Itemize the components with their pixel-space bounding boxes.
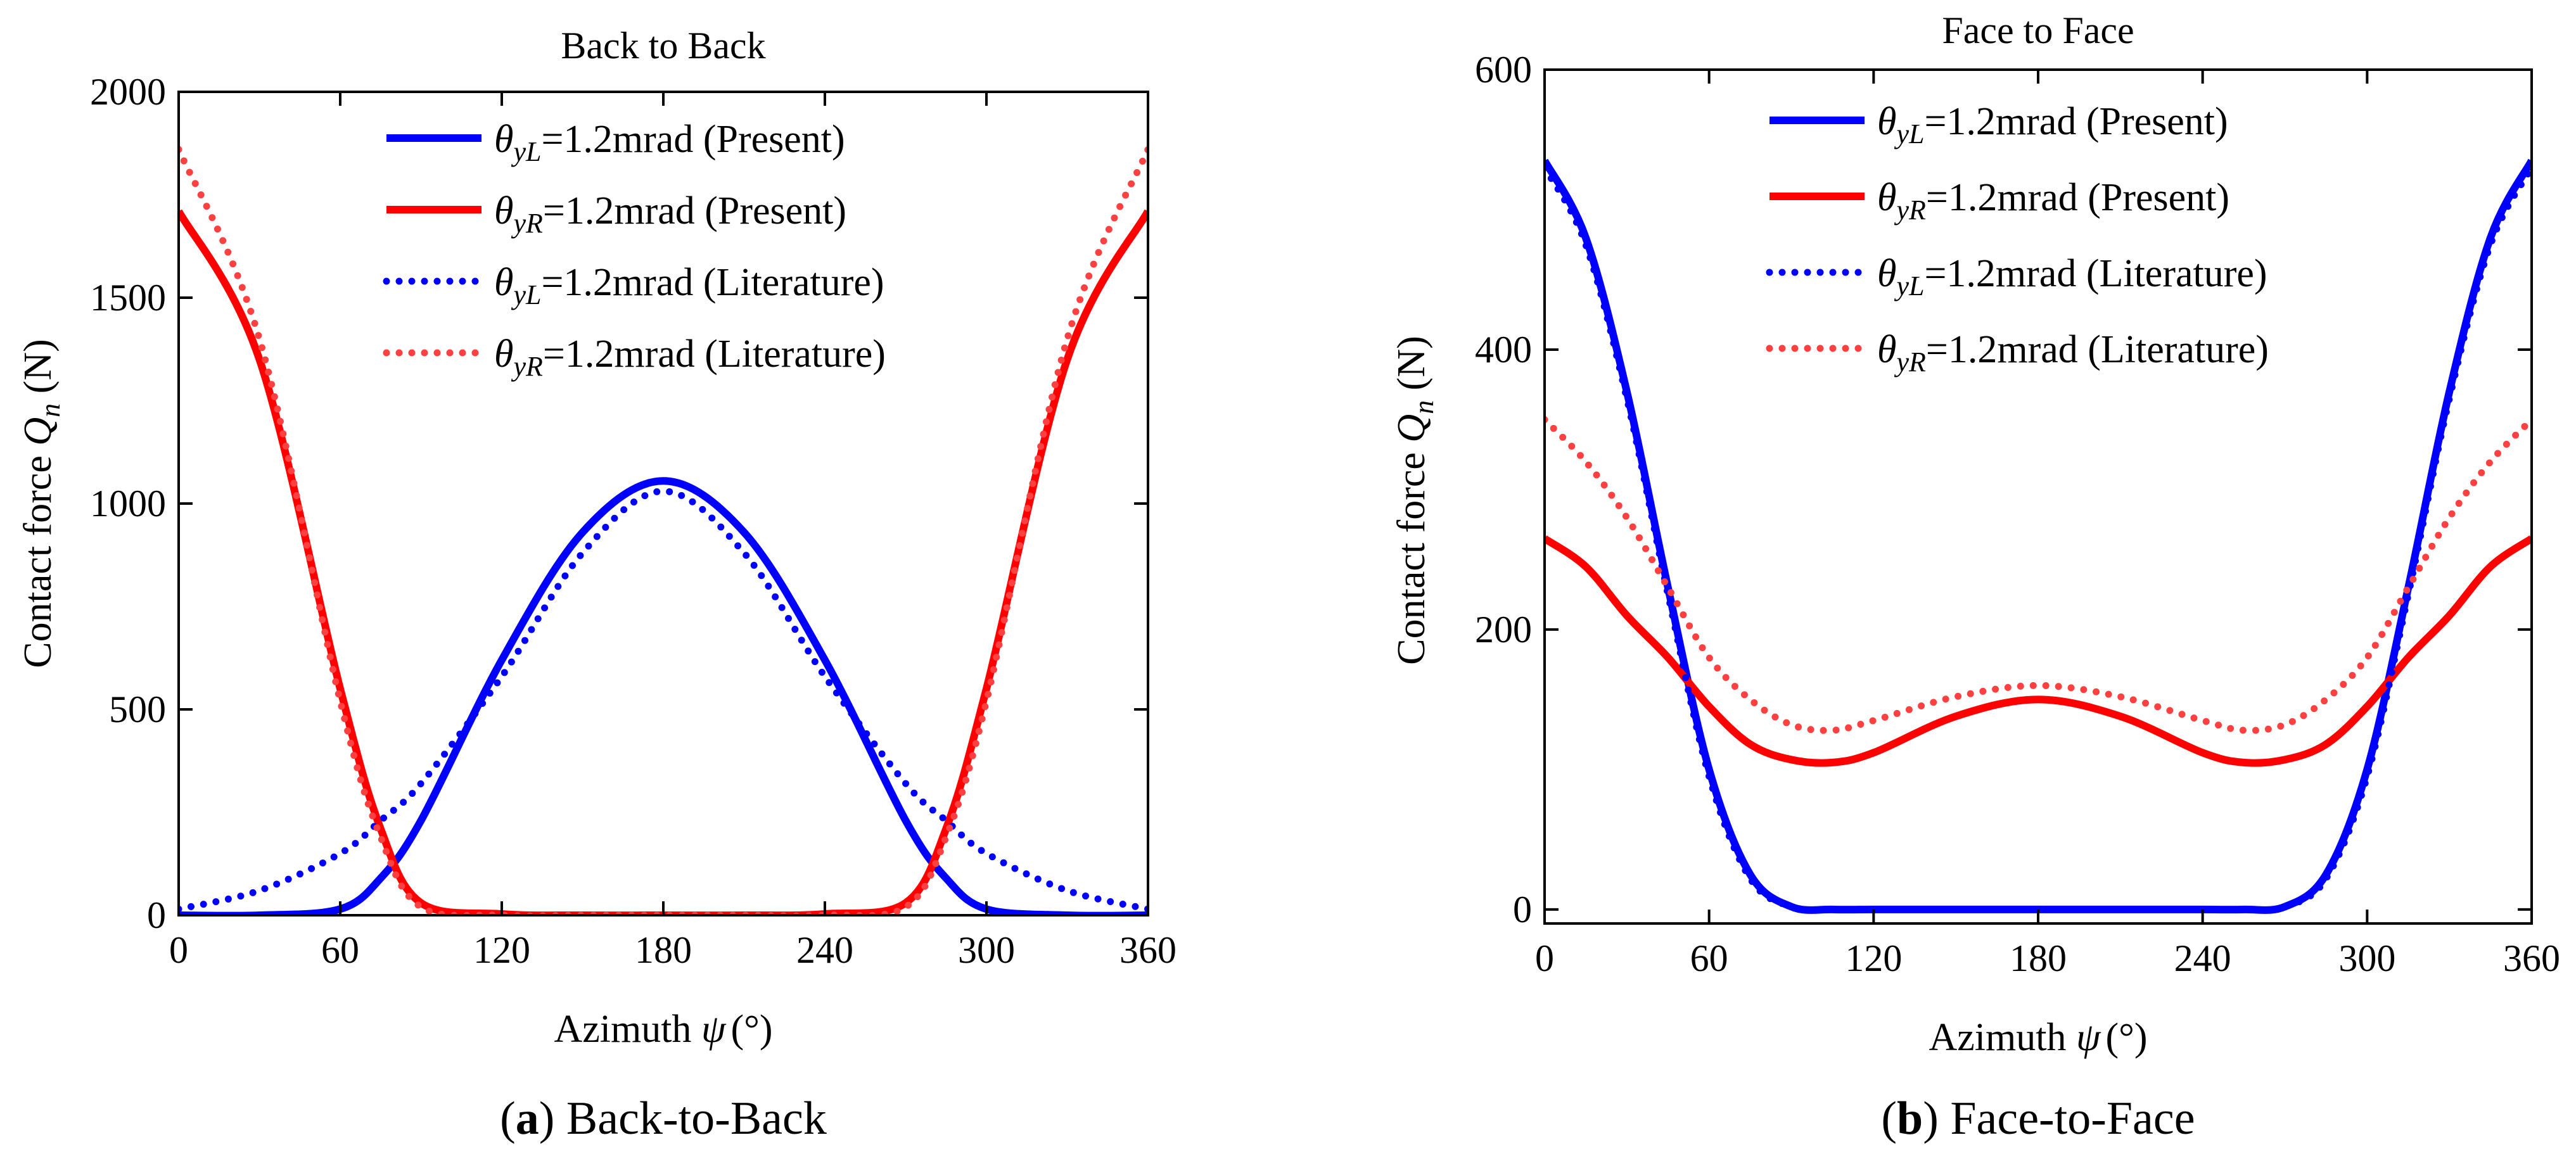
legend-text: =1.2mrad (Present) — [543, 189, 846, 232]
legend-entry-2: θyL=1.2mrad (Literature) — [494, 261, 884, 310]
caption-close-paren: ) — [1923, 1093, 1950, 1145]
x-axis-label: Azimuth ψ (°) — [554, 1008, 772, 1051]
panel-caption: (b) Face-to-Face — [1881, 1093, 2195, 1145]
y-tick-label: 1000 — [90, 483, 166, 524]
x-tick-label: 240 — [796, 929, 853, 971]
y-tick-label: 500 — [109, 688, 166, 730]
legend-subscript: yR — [511, 208, 543, 239]
legend-symbol: θ — [494, 333, 513, 376]
y-axis-label-symbol: Q — [16, 417, 60, 446]
legend-symbol: θ — [1877, 176, 1896, 219]
panel-caption: (a) Back-to-Back — [500, 1093, 827, 1145]
series-line-2 — [1545, 164, 2532, 913]
x-axis-label-unit: (°) — [2105, 1016, 2147, 1059]
legend-text: =1.2mrad (Present) — [1926, 176, 2229, 219]
y-tick-label: 600 — [1475, 49, 1532, 91]
legend-symbol: θ — [494, 261, 513, 304]
caption-text: Face-to-Face — [1950, 1093, 2195, 1145]
x-tick-label: 300 — [958, 929, 1015, 971]
x-axis-label-symbol: ψ — [701, 1008, 727, 1051]
x-axis-label-unit: (°) — [730, 1008, 772, 1051]
legend-entry-0: θyL=1.2mrad (Present) — [494, 118, 845, 167]
legend-text: =1.2mrad (Present) — [541, 118, 845, 161]
legend-subscript: yR — [1894, 194, 1926, 225]
legend-subscript: yR — [511, 351, 543, 382]
x-tick-label: 60 — [1690, 937, 1728, 979]
legend-symbol: θ — [1877, 252, 1896, 295]
legend-subscript: yL — [511, 136, 541, 167]
series-line-1 — [179, 209, 1148, 915]
chart-title: Back to Back — [561, 25, 765, 67]
x-tick-label: 240 — [2174, 937, 2231, 979]
x-axis-label-text: Azimuth — [554, 1008, 701, 1051]
y-axis-label-unit: (N) — [1390, 336, 1433, 400]
legend-subscript: yL — [1894, 118, 1924, 149]
caption-open-paren: ( — [500, 1093, 516, 1145]
series-line-2 — [179, 487, 1148, 913]
legend-subscript: yR — [1894, 346, 1926, 377]
legend-entry-1: θyR=1.2mrad (Present) — [494, 189, 846, 239]
legend-text: =1.2mrad (Literature) — [1926, 328, 2269, 371]
y-axis-label-text: Contact force — [1390, 443, 1433, 665]
x-tick-label: 60 — [321, 929, 359, 971]
legend-symbol: θ — [494, 118, 513, 161]
series-line-0 — [179, 477, 1148, 915]
legend-text: =1.2mrad (Present) — [1924, 100, 2228, 143]
y-axis-label-symbol: Q — [1390, 414, 1433, 443]
legend-entry-0: θyL=1.2mrad (Present) — [1877, 100, 2228, 149]
chart-back-to-back: 0 60 120 180 240 300 360 0 500 1000 1500 2000 Back t… — [16, 25, 1176, 1145]
legend-symbol: θ — [1877, 100, 1896, 143]
y-axis-label-unit: (N) — [16, 339, 60, 403]
x-axis-label: Azimuth ψ (°) — [1929, 1016, 2147, 1059]
caption-close-paren: ) — [539, 1093, 566, 1145]
legend-entry-1: θyR=1.2mrad (Present) — [1877, 176, 2229, 225]
y-axis-label-subscript: n — [1408, 400, 1439, 414]
series-group — [179, 146, 1148, 915]
x-axis-label-symbol: ψ — [2076, 1016, 2101, 1059]
y-axis-label-text: Contact force — [16, 446, 60, 668]
x-tick-label: 0 — [1535, 937, 1554, 979]
x-tick-label: 120 — [473, 929, 530, 971]
series-line-1 — [1545, 535, 2532, 767]
legend-symbol: θ — [494, 189, 513, 232]
series-group — [1545, 158, 2532, 914]
y-tick-label: 2000 — [90, 71, 166, 113]
y-axis-label-subscript: n — [35, 403, 66, 417]
y-tick-label: 0 — [1513, 889, 1532, 930]
y-tick-label: 200 — [1475, 609, 1532, 650]
chart-face-to-face: 0 60 120 180 240 300 360 0 200 400 600 Face to Face… — [1390, 10, 2560, 1145]
x-tick-label: 360 — [2503, 937, 2560, 979]
y-tick-label: 1500 — [90, 277, 166, 319]
x-tick-label: 180 — [2010, 937, 2067, 979]
legend-text: =1.2mrad (Literature) — [543, 333, 886, 376]
legend-subscript: yL — [511, 279, 541, 310]
legend-entry-3: θyR=1.2mrad (Literature) — [1877, 328, 2269, 377]
legend: θyL=1.2mrad (Present)θyR=1.2mrad (Presen… — [1766, 100, 2269, 377]
series-line-3 — [1545, 416, 2532, 734]
legend-entry-2: θyL=1.2mrad (Literature) — [1877, 252, 2267, 301]
legend-text: =1.2mrad (Literature) — [1924, 252, 2267, 295]
caption-open-paren: ( — [1881, 1093, 1897, 1145]
x-tick-label: 120 — [1845, 937, 1902, 979]
y-axis-label: Contact force Qn (N) — [1390, 336, 1439, 665]
x-tick-label: 0 — [169, 929, 188, 971]
legend-entry-3: θyR=1.2mrad (Literature) — [494, 333, 886, 382]
x-axis-label-text: Azimuth — [1929, 1016, 2075, 1059]
legend-subscript: yL — [1894, 270, 1924, 301]
y-tick-label: 0 — [147, 894, 166, 936]
chart-title: Face to Face — [1942, 10, 2134, 51]
x-tick-label: 360 — [1119, 929, 1176, 971]
y-tick-label: 400 — [1475, 329, 1532, 371]
x-tick-label: 180 — [635, 929, 692, 971]
caption-text: Back-to-Back — [566, 1093, 827, 1145]
x-tick-label: 300 — [2338, 937, 2395, 979]
caption-letter: b — [1897, 1093, 1923, 1145]
caption-letter: a — [516, 1093, 539, 1145]
legend: θyL=1.2mrad (Present)θyR=1.2mrad (Presen… — [383, 118, 886, 382]
y-axis-label: Contact force Qn (N) — [16, 339, 66, 668]
legend-text: =1.2mrad (Literature) — [541, 261, 884, 304]
legend-symbol: θ — [1877, 328, 1896, 371]
